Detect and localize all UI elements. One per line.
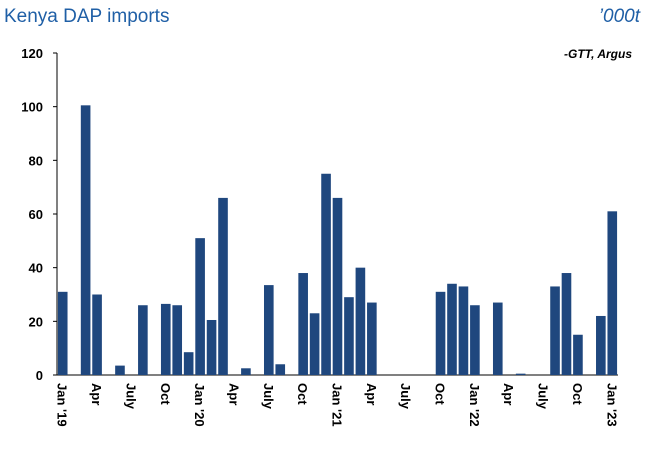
source: -GTT, Argus bbox=[564, 47, 632, 61]
bar bbox=[435, 291, 446, 375]
y-tick-label: 60 bbox=[29, 207, 43, 222]
bar bbox=[607, 211, 618, 375]
x-tick-label: Jan '23 bbox=[604, 383, 619, 427]
x-tick-label: July bbox=[398, 383, 413, 410]
bar bbox=[515, 373, 526, 375]
bar bbox=[57, 291, 68, 375]
bar bbox=[321, 173, 331, 375]
bar bbox=[183, 352, 194, 375]
x-tick-label: Oct bbox=[158, 383, 173, 405]
bar bbox=[172, 305, 183, 375]
x-tick-label: Jan '21 bbox=[330, 383, 345, 427]
y-tick-label: 100 bbox=[21, 100, 43, 115]
y-tick-label: 120 bbox=[21, 46, 43, 61]
y-tick-label: 80 bbox=[29, 153, 43, 168]
x-tick-label: July bbox=[123, 383, 138, 410]
bar bbox=[115, 365, 125, 375]
x-tick-label: Apr bbox=[226, 383, 241, 405]
bar bbox=[298, 273, 308, 375]
x-tick-label: July bbox=[536, 383, 551, 410]
x-tick-label: Oct bbox=[433, 383, 448, 405]
x-tick-label: Oct bbox=[570, 383, 585, 405]
x-tick-label: Jan '19 bbox=[55, 383, 70, 427]
bar bbox=[160, 303, 171, 375]
bar bbox=[80, 105, 91, 375]
bar bbox=[138, 305, 148, 375]
bar bbox=[218, 197, 228, 375]
bar bbox=[596, 315, 606, 375]
x-tick-label: Jan '20 bbox=[192, 383, 207, 427]
bar bbox=[309, 313, 320, 375]
bar bbox=[492, 302, 503, 375]
bar bbox=[206, 319, 217, 375]
bar bbox=[275, 364, 286, 375]
chart-title: Kenya DAP imports bbox=[4, 6, 169, 27]
bar bbox=[458, 286, 469, 375]
bar bbox=[241, 368, 251, 375]
bar bbox=[561, 273, 572, 375]
bar bbox=[447, 283, 457, 375]
x-tick-label: Apr bbox=[501, 383, 516, 405]
bar bbox=[263, 285, 274, 375]
bar bbox=[550, 286, 560, 375]
bar bbox=[344, 297, 354, 375]
bar bbox=[195, 238, 205, 375]
x-tick-label: July bbox=[261, 383, 276, 410]
y-tick-label: 20 bbox=[29, 314, 43, 329]
y-tick-label: 40 bbox=[29, 261, 43, 276]
x-tick-label: Oct bbox=[295, 383, 310, 405]
bar bbox=[92, 294, 102, 375]
x-tick-label: Apr bbox=[89, 383, 104, 405]
x-tick-label: Apr bbox=[364, 383, 379, 405]
x-tick-label: Jan '22 bbox=[467, 383, 482, 427]
bar bbox=[355, 267, 366, 375]
bar bbox=[470, 305, 480, 375]
unit-label: ’000t bbox=[599, 6, 641, 27]
y-tick-label: 0 bbox=[36, 368, 43, 383]
bar bbox=[332, 197, 343, 375]
bar bbox=[367, 302, 377, 375]
bar bbox=[573, 334, 583, 375]
